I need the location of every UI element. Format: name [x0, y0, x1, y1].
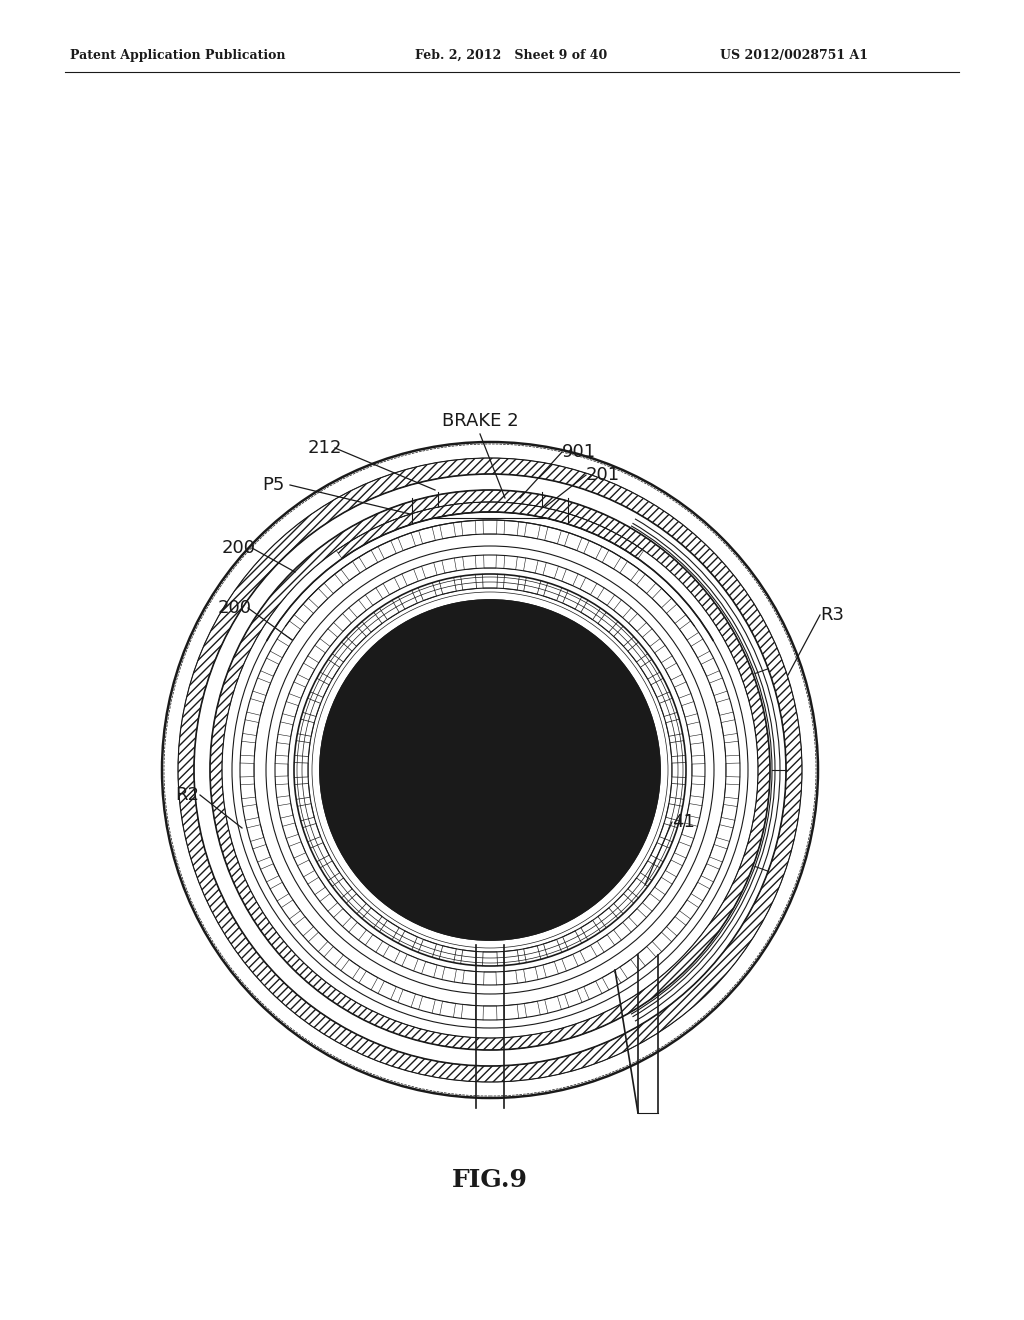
Text: FIG.9: FIG.9	[452, 1168, 528, 1192]
Circle shape	[371, 697, 393, 718]
Circle shape	[319, 601, 660, 940]
Text: P5: P5	[262, 477, 285, 494]
Text: 212: 212	[308, 440, 342, 457]
Text: 200: 200	[222, 539, 256, 557]
Text: Patent Application Publication: Patent Application Publication	[70, 49, 286, 62]
Text: 200: 200	[218, 599, 252, 616]
Polygon shape	[505, 766, 613, 854]
Text: US 2012/0028751 A1: US 2012/0028751 A1	[720, 49, 868, 62]
Circle shape	[417, 700, 527, 810]
Polygon shape	[367, 766, 475, 854]
Polygon shape	[468, 640, 512, 741]
Circle shape	[587, 697, 609, 718]
Text: 201: 201	[586, 466, 621, 484]
Text: 41: 41	[672, 813, 695, 832]
Circle shape	[402, 630, 486, 714]
Circle shape	[452, 733, 528, 808]
Text: R2: R2	[175, 785, 199, 804]
Text: R3: R3	[820, 606, 844, 624]
Circle shape	[589, 771, 606, 788]
Text: Feb. 2, 2012   Sheet 9 of 40: Feb. 2, 2012 Sheet 9 of 40	[415, 49, 607, 62]
Text: 901: 901	[562, 444, 596, 461]
Text: BRAKE 2: BRAKE 2	[441, 412, 518, 430]
Circle shape	[435, 663, 454, 681]
Circle shape	[556, 738, 640, 821]
Circle shape	[479, 884, 501, 906]
Circle shape	[408, 688, 572, 851]
